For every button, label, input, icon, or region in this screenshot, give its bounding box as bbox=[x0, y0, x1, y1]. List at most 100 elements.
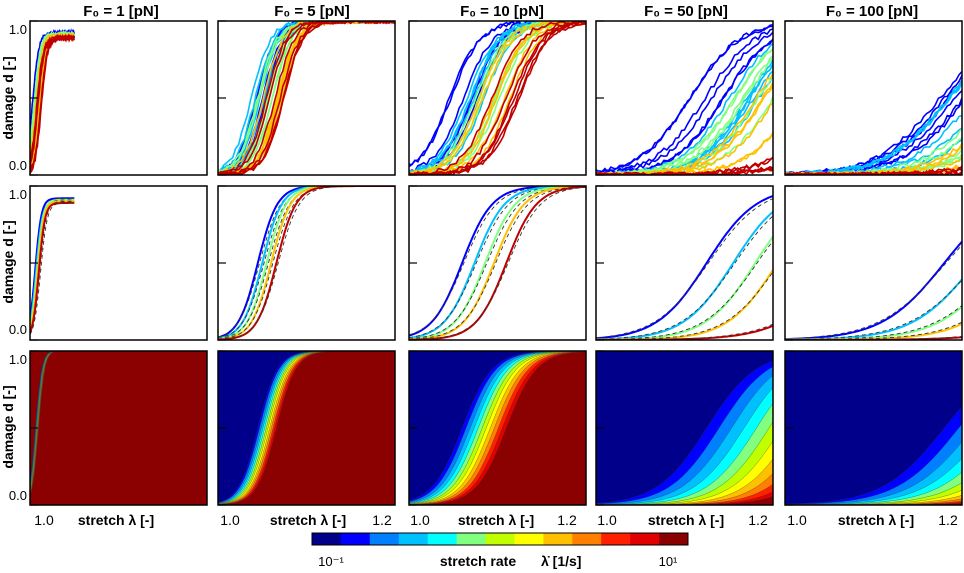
simulation-run bbox=[596, 166, 773, 175]
simulation-run bbox=[409, 21, 586, 174]
model-fit-curve bbox=[409, 186, 586, 340]
panel-row1-f0-50 bbox=[596, 24, 773, 175]
y-axis-label-row-2: damage d [-] bbox=[0, 220, 16, 303]
simulation-run bbox=[218, 21, 395, 175]
x-tick-label-end-col-3: 1.2 bbox=[557, 512, 577, 528]
simulation-run bbox=[596, 165, 773, 175]
column-title-f0-50: F₀ = 50 [pN] bbox=[644, 3, 728, 20]
x-axis-col-3: 1.0 stretch λ [-] 1.2 bbox=[410, 512, 577, 528]
colorbar-swatch bbox=[630, 533, 660, 545]
colorbar-swatch bbox=[485, 533, 515, 545]
colorbar-min-label: 10⁻¹ bbox=[318, 554, 344, 569]
x-axis-col-4: 1.0 stretch λ [-] 1.2 bbox=[597, 512, 768, 528]
y-tick-label-top-row-3: 1.0 bbox=[9, 352, 27, 367]
mean-damage-curve bbox=[218, 186, 395, 340]
model-fit-curve bbox=[218, 186, 395, 339]
x-tick-label-end-col-5: 1.2 bbox=[938, 512, 958, 528]
simulation-run bbox=[30, 34, 75, 174]
colorbar-label-symbol: λ̇ [1/s] bbox=[541, 553, 581, 569]
x-axis-label-col-3: stretch λ [-] bbox=[458, 512, 534, 528]
model-fit-curve bbox=[409, 186, 586, 340]
panel-row2-f0-5 bbox=[218, 186, 395, 340]
panel-row3-f0-100 bbox=[785, 351, 962, 505]
simulation-run bbox=[218, 21, 392, 174]
y-axis-label-row-1: damage d [-] bbox=[0, 56, 16, 139]
simulation-run bbox=[409, 21, 586, 175]
contour-band bbox=[785, 441, 962, 505]
panel-row2-f0-10 bbox=[409, 186, 586, 340]
x-axis-col-5: 1.0 stretch λ [-] 1.2 bbox=[787, 512, 958, 528]
colorbar-swatch bbox=[601, 533, 631, 545]
x-tick-label-start-col-1: 1.0 bbox=[34, 512, 54, 528]
x-axis-label-col-2: stretch λ [-] bbox=[270, 512, 346, 528]
column-title-f0-10: F₀ = 10 [pN] bbox=[460, 3, 544, 20]
panel-row1-f0-10 bbox=[409, 21, 586, 175]
panel-frame bbox=[784, 20, 963, 176]
x-tick-label-start-col-5: 1.0 bbox=[787, 512, 807, 528]
simulation-run bbox=[218, 21, 395, 175]
contour-band bbox=[30, 351, 207, 505]
model-fit-curve bbox=[596, 240, 773, 340]
y-tick-label-top-row-2: 1.0 bbox=[9, 187, 27, 202]
x-axis-label-col-1: stretch λ [-] bbox=[78, 512, 154, 528]
model-fit-curve bbox=[409, 186, 586, 340]
panel-frame bbox=[29, 20, 208, 176]
mean-damage-curve bbox=[409, 186, 586, 340]
mean-damage-curve bbox=[596, 194, 773, 340]
colorbar-swatch bbox=[398, 533, 429, 545]
x-tick-label-end-col-2: 1.2 bbox=[372, 512, 392, 528]
panel-row1-f0-100 bbox=[785, 70, 962, 175]
y-tick-label-bottom-row-3: 0.0 bbox=[9, 488, 27, 503]
y-axis-label-row-3: damage d [-] bbox=[0, 385, 16, 468]
contour-band bbox=[218, 351, 395, 505]
column-title-f0-5: F₀ = 5 [pN] bbox=[274, 3, 350, 20]
simulation-run bbox=[596, 24, 773, 174]
simulation-run bbox=[785, 114, 962, 175]
mean-damage-curve bbox=[785, 278, 962, 340]
simulation-run bbox=[409, 21, 586, 175]
x-tick-label-start-col-2: 1.0 bbox=[220, 512, 240, 528]
simulation-run bbox=[218, 21, 395, 175]
simulation-run bbox=[218, 21, 395, 173]
x-axis-col-1: 1.0 stretch λ [-] bbox=[34, 512, 154, 528]
mean-damage-curve bbox=[596, 236, 773, 340]
panel-row3-f0-5 bbox=[218, 351, 395, 505]
x-tick-label-end-col-4: 1.2 bbox=[748, 512, 768, 528]
simulation-run bbox=[409, 21, 586, 175]
simulation-run bbox=[596, 48, 773, 175]
mean-damage-curve bbox=[785, 240, 962, 340]
panel-frame bbox=[784, 185, 963, 341]
mean-damage-curve bbox=[409, 186, 586, 339]
column-title-f0-100: F₀ = 100 [pN] bbox=[826, 3, 918, 20]
x-axis-label-col-5: stretch λ [-] bbox=[838, 512, 914, 528]
x-axis-col-2: 1.0 stretch λ [-] 1.2 bbox=[220, 512, 392, 528]
y-tick-label-bottom-row-2: 0.0 bbox=[9, 322, 27, 337]
y-tick-label-bottom-row-1: 0.0 bbox=[9, 158, 27, 173]
simulation-run bbox=[409, 21, 586, 175]
mean-damage-curve bbox=[218, 186, 395, 340]
colorbar-swatch bbox=[312, 533, 342, 545]
x-tick-label-start-col-3: 1.0 bbox=[410, 512, 430, 528]
panel-grid bbox=[29, 20, 963, 506]
colorbar-swatch bbox=[659, 533, 689, 545]
model-fit-curve bbox=[218, 186, 395, 338]
colorbar-swatch bbox=[456, 533, 486, 545]
panel-frame bbox=[595, 185, 774, 341]
model-fit-curve bbox=[785, 279, 962, 340]
mean-damage-curve bbox=[30, 201, 75, 333]
panel-row3-f0-50 bbox=[596, 351, 773, 505]
column-title-f0-1: F₀ = 1 [pN] bbox=[83, 3, 159, 20]
model-fit-curve bbox=[409, 186, 586, 339]
simulation-run bbox=[785, 137, 962, 175]
simulation-run bbox=[596, 28, 773, 175]
mean-damage-curve bbox=[596, 269, 773, 340]
colorbar-label: stretch rate bbox=[440, 553, 516, 569]
simulation-run bbox=[596, 39, 773, 175]
panel-row3-f0-10 bbox=[409, 351, 586, 505]
simulation-run bbox=[409, 21, 582, 175]
model-fit-curve bbox=[218, 186, 395, 340]
mean-damage-curve bbox=[218, 186, 395, 340]
mean-damage-curve bbox=[409, 186, 586, 337]
model-fit-curve bbox=[218, 186, 395, 340]
